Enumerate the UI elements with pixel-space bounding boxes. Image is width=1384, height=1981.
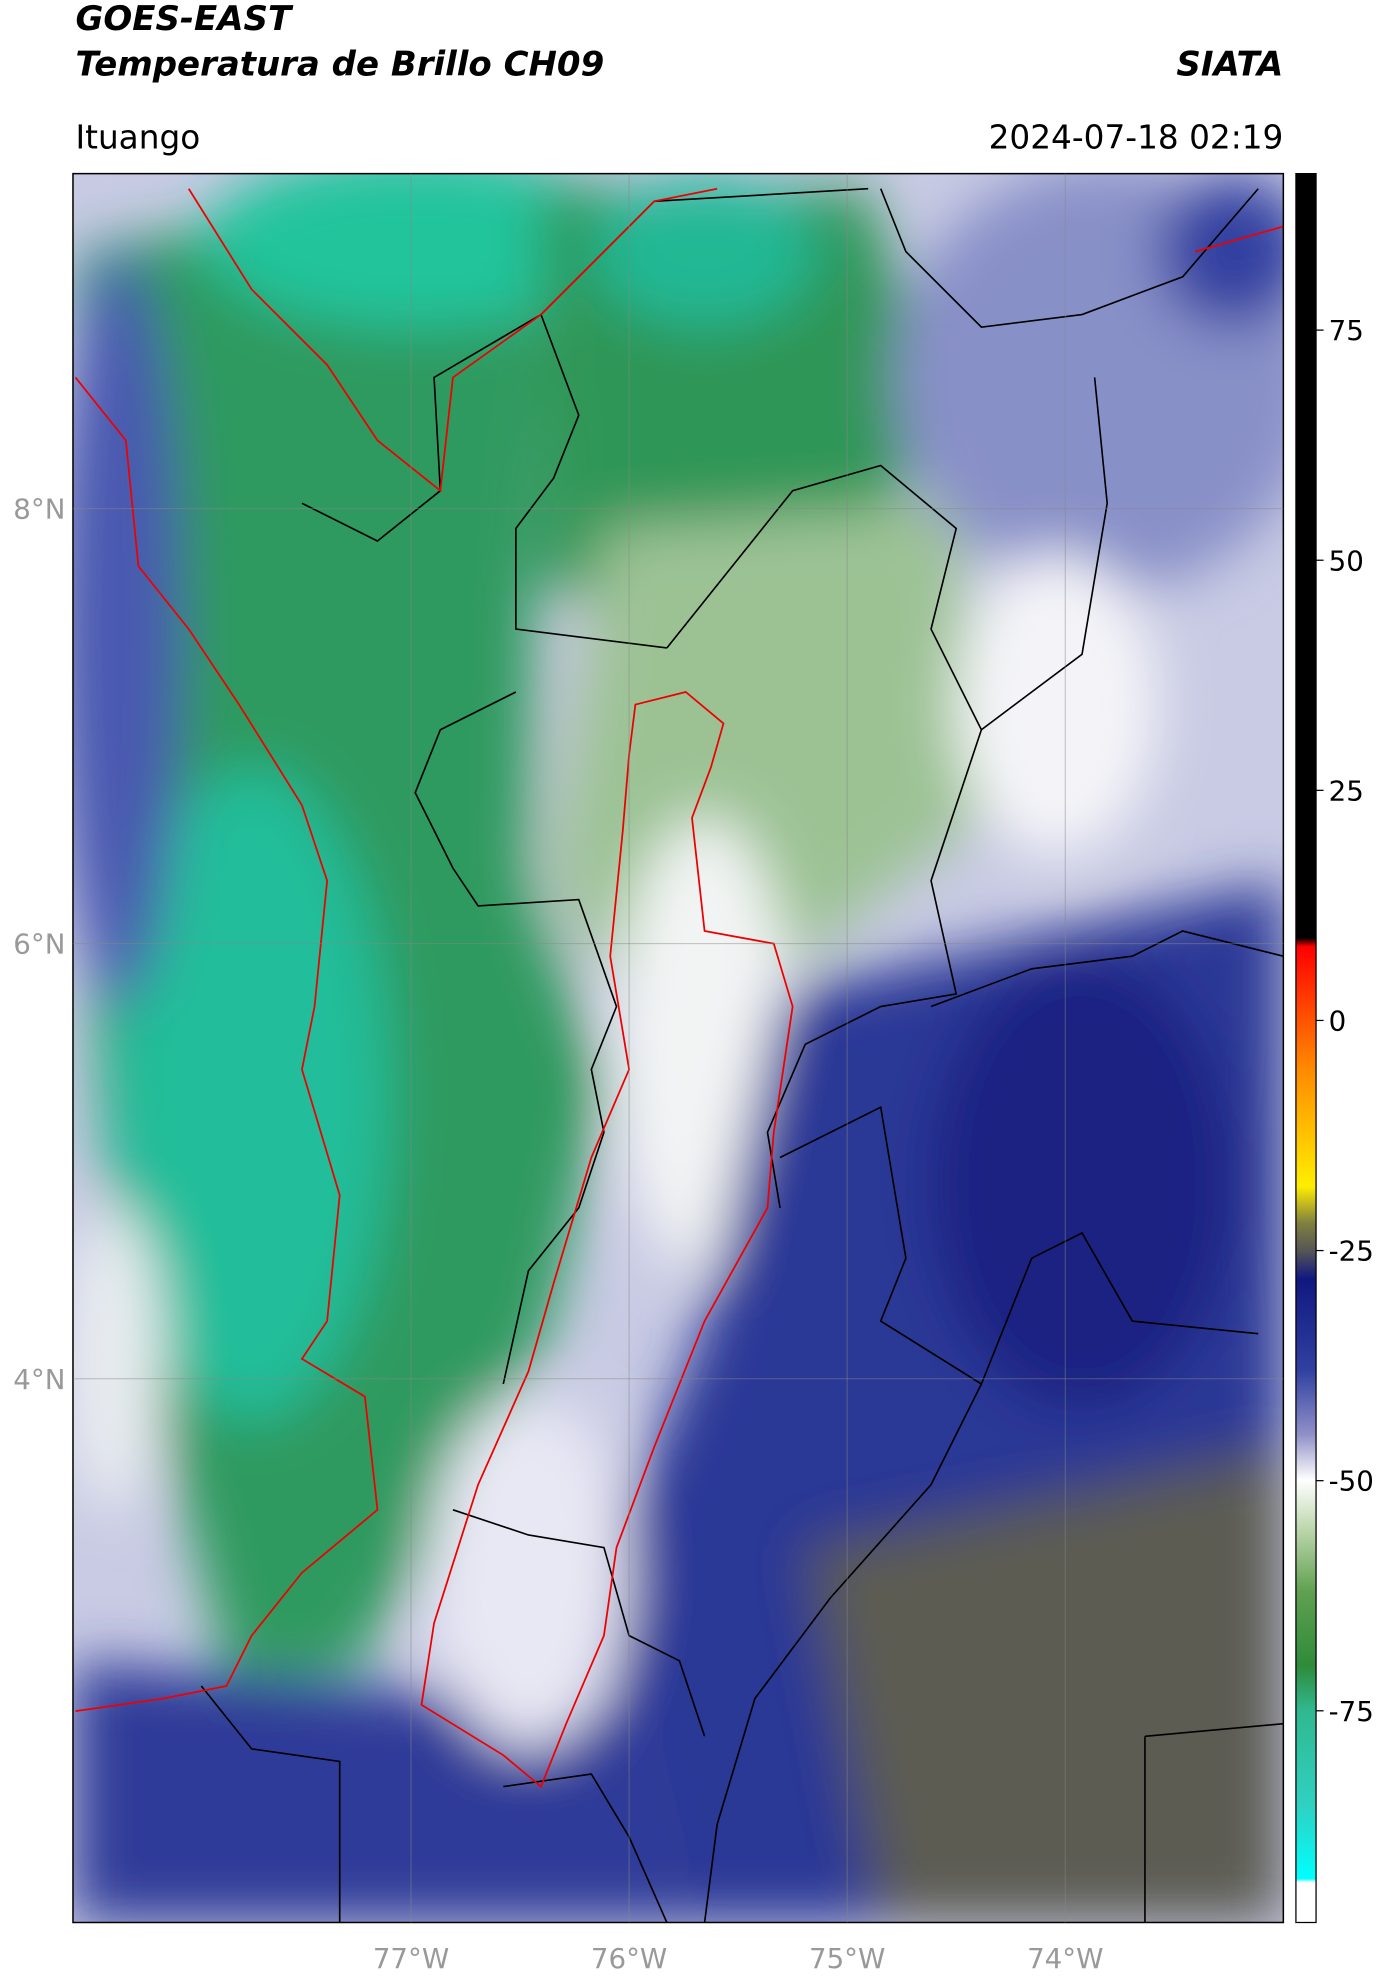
colorbar-tick-label: -50 — [1329, 1465, 1374, 1498]
timestamp: 2024-07-18 02:19 — [989, 118, 1284, 156]
region: Ituango — [75, 118, 200, 156]
source: SIATA — [1176, 44, 1283, 84]
subtitle: Temperatura de Brillo CH09 — [75, 44, 604, 84]
colorbar-tick-label: 75 — [1329, 314, 1364, 347]
x-tick-label: 75°W — [809, 1942, 885, 1975]
colorbar-tick-label: 25 — [1329, 774, 1364, 807]
colorbar-tick-label: -75 — [1329, 1695, 1374, 1728]
y-tick-label: 6°N — [13, 928, 65, 961]
title: GOES-EAST — [75, 0, 293, 39]
colorbar-tick-label: 50 — [1329, 544, 1364, 577]
colorbar — [1295, 172, 1317, 1924]
satellite-image — [72, 173, 1284, 1923]
map-frame — [72, 172, 1285, 1924]
x-tick-label: 77°W — [373, 1942, 449, 1975]
colorbar-tick-label: 0 — [1329, 1005, 1347, 1038]
x-tick-label: 74°W — [1027, 1942, 1103, 1975]
x-tick-label: 76°W — [591, 1942, 667, 1975]
y-tick-label: 4°N — [13, 1363, 65, 1396]
colorbar-tick-label: -25 — [1329, 1235, 1374, 1268]
y-tick-label: 8°N — [13, 493, 65, 526]
